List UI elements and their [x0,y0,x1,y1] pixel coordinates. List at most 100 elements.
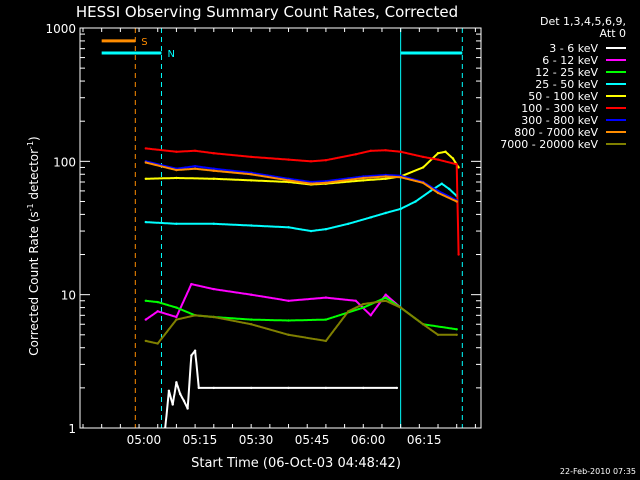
series-0-point-3 [175,381,178,384]
series-7 [144,161,458,203]
series-8-point-11 [399,306,402,309]
series-1 [144,282,402,321]
series-8-point-13 [436,333,440,336]
series-1-point-2 [175,315,178,319]
series-5-point-4 [250,155,253,159]
series-5-point-9 [369,149,372,152]
series-7-point-9 [384,175,387,178]
series-5-point-12 [421,155,425,159]
series-8-point-0 [144,339,147,343]
series-2-point-8 [362,306,365,309]
series-3-point-11 [414,200,417,203]
series-0-point-6 [186,407,189,410]
timestamp: 22-Feb-2010 07:35 [560,467,636,476]
series-7-point-3 [212,169,215,172]
series-0-point-9 [197,386,200,390]
y-axis-label: Corrected Count Rate (s-1 detector-1) [26,136,41,355]
series-7-point-5 [287,179,290,182]
series-8 [144,299,458,345]
x-tick-label-3: 05:45 [295,433,330,447]
series-3-point-7 [347,222,350,225]
series-3-point-6 [324,228,328,231]
legend-label-2: 12 - 25 keV [535,66,598,79]
series-5-point-14 [455,163,458,166]
series-7-point-0 [144,161,147,164]
series-2-point-1 [156,300,159,304]
series-2-point-2 [175,306,178,309]
flag-label-1: N [167,49,174,60]
series-5-point-2 [193,149,197,152]
series-7-point-4 [250,173,253,176]
series-1-point-10 [384,293,387,296]
series-1-point-7 [324,296,328,299]
series-5-point-10 [384,149,387,152]
series-3-point-10 [399,207,402,211]
series-1-point-1 [156,310,159,313]
series-4-point-0 [144,177,147,180]
series-7-point-2 [193,167,197,170]
series-4-point-12 [444,150,447,153]
series-0-point-2 [171,403,174,406]
series-5-point-6 [309,160,313,163]
series-0-point-1 [167,389,171,392]
y-tick-label-0: 1 [68,422,76,436]
series-5-point-15 [457,253,460,256]
legend-label-8: 7000 - 20000 keV [500,138,598,151]
series-4-point-8 [384,177,387,180]
series-0-point-12 [287,386,290,390]
series-0-point-14 [362,386,365,390]
series-2-point-7 [324,318,328,321]
series-4-point-13 [451,157,455,160]
series-8-point-12 [421,323,425,326]
data-layer: SN [101,28,463,428]
series-7-point-1 [175,168,178,172]
x-axis-label: Start Time (06-Oct-03 04:48:42) [191,456,401,471]
series-1-point-5 [250,293,253,296]
series-5-point-11 [399,150,402,153]
legend-label-6: 300 - 800 keV [521,114,598,127]
series-line-0 [164,349,398,428]
series-3-point-3 [250,224,253,227]
series-7-point-7 [324,181,328,184]
series-8-point-10 [384,299,387,302]
legend-label-0: 3 - 6 keV [549,42,598,55]
series-8-point-7 [324,339,328,343]
series-3-point-4 [287,226,290,229]
series-0-point-11 [250,386,253,390]
legend-label-5: 100 - 300 keV [521,102,598,115]
series-7-point-11 [421,181,425,184]
y-tick-label-3: 1000 [45,22,76,36]
series-8-point-2 [175,318,178,321]
series-0-point-15 [395,386,399,390]
series-7-point-12 [436,191,440,195]
series-0-point-5 [182,399,186,402]
series-2 [144,296,458,331]
plot-frame [79,27,482,429]
series-4-point-14 [457,166,460,169]
legend-title: Det 1,3,4,5,6,9, [540,15,626,28]
series-4-point-3 [250,179,253,182]
series-8-point-9 [362,302,365,306]
series-line-5 [145,147,460,255]
legend-subtitle: Att 0 [600,27,626,40]
series-7-point-8 [362,176,365,180]
y-tick-label-1: 10 [61,289,76,303]
series-8-point-1 [156,342,159,345]
series-1-point-3 [190,282,193,286]
series-5-point-1 [175,150,178,153]
series-0-point-10 [212,386,215,390]
series-1-point-4 [212,287,215,291]
series-2-point-0 [144,299,147,302]
series-7-point-6 [309,182,313,185]
series-4-point-10 [421,166,425,169]
series-1-point-0 [144,318,147,321]
series-3-point-8 [369,216,372,219]
series-0 [164,349,399,428]
series-3-point-1 [175,222,178,225]
x-tick-label-2: 05:30 [239,433,274,447]
series-3-point-14 [448,187,451,191]
series-2-point-12 [455,328,458,331]
series-3-point-5 [309,229,313,233]
